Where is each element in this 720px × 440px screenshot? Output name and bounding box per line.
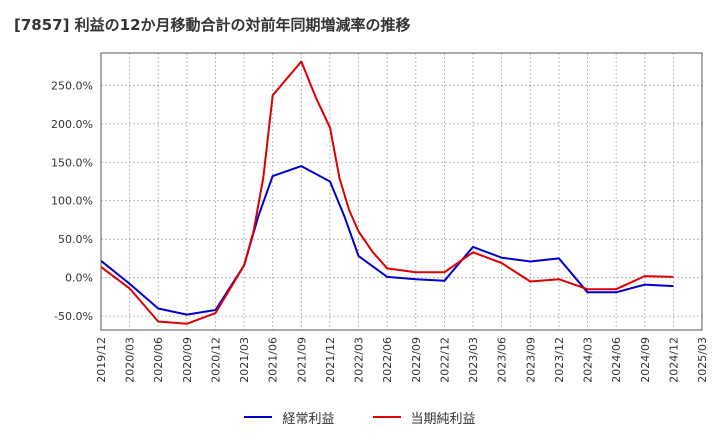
y-tick-label: 50.0% bbox=[58, 233, 93, 246]
x-tick-label: 2020/03 bbox=[124, 337, 137, 383]
x-tick-label: 2024/09 bbox=[639, 337, 652, 383]
x-tick-label: 2023/09 bbox=[524, 337, 537, 383]
x-tick-label: 2020/06 bbox=[152, 337, 165, 383]
grid-lines bbox=[100, 53, 703, 330]
x-tick-label: 2022/03 bbox=[353, 337, 366, 383]
legend-item-net-profit[interactable]: 当期純利益 bbox=[372, 408, 476, 427]
legend-swatch-net-profit bbox=[372, 416, 401, 418]
chart-title: [7857] 利益の12か月移動合計の対前年同期増減率の推移 bbox=[14, 16, 411, 34]
x-tick-label: 2023/06 bbox=[496, 337, 509, 383]
x-tick-label: 2021/03 bbox=[238, 337, 251, 383]
y-tick-label: 100.0% bbox=[51, 195, 93, 208]
tick-labels: 2019/12 2020/03 2020/06 2020/09 2020/12 2021/… bbox=[51, 79, 709, 382]
x-tick-label: 2021/06 bbox=[267, 337, 280, 383]
series-line-ordinary-profit bbox=[100, 165, 674, 316]
legend-label-ordinary-profit: 経常利益 bbox=[282, 411, 335, 427]
x-tick-label: 2021/12 bbox=[324, 337, 337, 383]
x-tick-label: 2022/06 bbox=[381, 337, 394, 383]
y-tick-label: 150.0% bbox=[51, 156, 93, 169]
x-tick-label: 2022/12 bbox=[438, 337, 451, 383]
x-tick-label: 2023/12 bbox=[553, 337, 566, 383]
legend-item-ordinary-profit[interactable]: 経常利益 bbox=[244, 408, 335, 427]
y-tick-label: 0.0% bbox=[65, 272, 93, 285]
x-tick-label: 2025/03 bbox=[696, 337, 709, 383]
y-tick-label: 250.0% bbox=[51, 79, 93, 92]
x-tick-label: 2024/12 bbox=[667, 337, 680, 383]
series-line-net-profit bbox=[100, 60, 674, 325]
x-tick-label: 2024/06 bbox=[610, 337, 623, 383]
x-tick-label: 2020/09 bbox=[181, 337, 194, 383]
x-tick-label: 2022/09 bbox=[410, 337, 423, 383]
legend-label-net-profit: 当期純利益 bbox=[410, 411, 476, 427]
series-lines bbox=[100, 60, 674, 325]
legend-swatch-ordinary-profit bbox=[244, 416, 273, 418]
x-tick-label: 2020/12 bbox=[209, 337, 222, 383]
plot-frame bbox=[100, 52, 703, 331]
x-tick-label: 2024/03 bbox=[582, 337, 595, 383]
x-tick-label: 2019/12 bbox=[95, 337, 108, 383]
y-tick-label: 200.0% bbox=[51, 118, 93, 131]
y-tick-label: -50.0% bbox=[54, 310, 93, 323]
x-tick-label: 2021/09 bbox=[295, 337, 308, 383]
x-tick-label: 2023/03 bbox=[467, 337, 480, 383]
legend: 経常利益 当期純利益 bbox=[0, 405, 720, 429]
